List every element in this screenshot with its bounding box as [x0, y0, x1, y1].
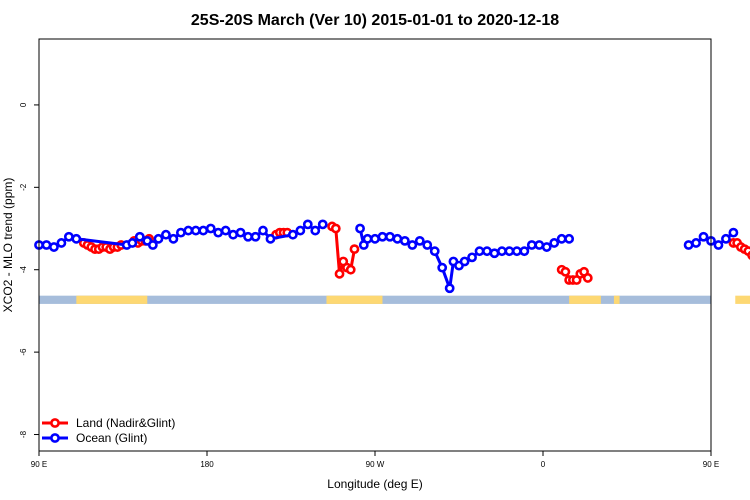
series-1-point: [183, 225, 194, 236]
series-1-point: [63, 231, 74, 242]
series-1-point: [549, 238, 560, 248]
series-1-point: [377, 231, 388, 242]
series-0-point: [345, 264, 356, 275]
land-sea-mask: [39, 295, 750, 304]
series-1-point: [489, 248, 500, 259]
chart-title: 25S-20S March (Ver 10) 2015-01-01 to 202…: [191, 12, 559, 29]
legend-label-0: Land (Nadir&Glint): [76, 416, 175, 430]
y-tick-label-2: -4: [19, 266, 28, 274]
series-1-point: [153, 233, 164, 244]
series-1-point: [437, 262, 448, 273]
x-tick-label-4: 90 E: [703, 460, 719, 469]
series-1-point: [511, 246, 522, 257]
y-axis: 0 -2 -4 -6 -8: [19, 102, 39, 438]
series-0-point: [330, 223, 341, 234]
series-1-point: [71, 233, 82, 244]
series-1-point: [310, 225, 321, 236]
series-1-point: [564, 233, 575, 244]
series-0-point: [582, 273, 593, 283]
x-tick-label-2: 90 W: [366, 460, 385, 469]
series-1-point: [459, 256, 470, 267]
series-1-point: [220, 225, 231, 236]
land-band-1: [326, 295, 383, 304]
series-1-point: [235, 227, 246, 238]
series-1-point: [198, 225, 209, 236]
y-tick-label-1: -2: [19, 183, 28, 191]
series-1-point: [407, 240, 418, 250]
land-band-0: [76, 295, 148, 304]
series-1-point: [168, 233, 179, 244]
legend: Land (Nadir&Glint)Ocean (Glint): [42, 416, 175, 445]
series-1-point: [295, 225, 306, 236]
series-1-point: [534, 240, 545, 250]
series-1-point: [49, 242, 59, 252]
series-1-point: [728, 227, 739, 238]
series-1-point: [713, 240, 724, 250]
series-1-point: [467, 252, 477, 263]
series-1-point: [250, 231, 261, 242]
legend-marker-0: [50, 418, 60, 428]
x-tick-label-0: 90 E: [31, 460, 47, 469]
series-1-point: [429, 246, 440, 257]
series-1-point: [399, 235, 410, 246]
series-1-point: [504, 246, 515, 257]
series-1-point: [444, 283, 455, 294]
series-1-point: [56, 238, 67, 248]
series-1-point: [228, 229, 239, 240]
series-1-point: [385, 231, 395, 242]
series-1-point: [134, 231, 145, 242]
series-1-point: [190, 225, 201, 236]
y-tick-label-4: -8: [19, 430, 28, 438]
series-1-point: [541, 242, 552, 252]
series-1-point: [556, 233, 567, 244]
legend-label-1: Ocean (Glint): [76, 431, 147, 445]
series-1-point: [302, 219, 313, 230]
series-1-point: [161, 229, 171, 240]
series-0-point: [560, 266, 571, 277]
series-1-point: [721, 233, 731, 244]
series-1-point: [482, 246, 492, 257]
series-0-point: [349, 244, 360, 255]
series-1-point: [175, 227, 186, 238]
series-1-point: [213, 227, 224, 238]
series-1-point: [355, 223, 365, 234]
series-1-point: [422, 240, 433, 250]
series-1-point: [317, 219, 328, 230]
series-1-point: [526, 240, 537, 250]
series-1-point: [258, 225, 268, 236]
series-1-point: [474, 246, 485, 257]
series-1-point: [147, 240, 158, 250]
series-1-point: [205, 223, 216, 234]
series-1: [34, 219, 739, 294]
x-axis-label: Longitude (deg E): [327, 477, 422, 491]
land-band-4: [735, 295, 750, 304]
x-tick-label-1: 180: [200, 460, 214, 469]
y-tick-label-0: 0: [19, 102, 28, 107]
series-1-point: [698, 231, 709, 242]
series-1-point: [287, 229, 298, 240]
series-1-point: [362, 233, 373, 244]
y-axis-label: XCO2 - MLO trend (ppm): [1, 178, 15, 313]
series-1-point: [265, 233, 276, 244]
series-1-point: [41, 240, 52, 250]
series-1-point: [127, 238, 138, 248]
land-band-2: [569, 295, 601, 304]
land-band-3: [613, 295, 620, 304]
series-1-point: [370, 233, 380, 244]
series-1-point: [691, 238, 701, 248]
series-1-point: [519, 246, 530, 257]
series-1-point: [392, 233, 403, 244]
legend-marker-1: [50, 433, 60, 443]
series-1-point: [243, 231, 253, 242]
series-1-point: [414, 235, 425, 246]
series-layer: [34, 219, 750, 294]
y-tick-label-3: -6: [19, 348, 28, 356]
x-axis: 90 E 180 90 W 0 90 E: [31, 451, 719, 469]
x-tick-label-3: 0: [541, 460, 546, 469]
series-1-point: [683, 240, 694, 250]
series-1-point: [497, 246, 507, 257]
series-0-point: [334, 268, 345, 279]
